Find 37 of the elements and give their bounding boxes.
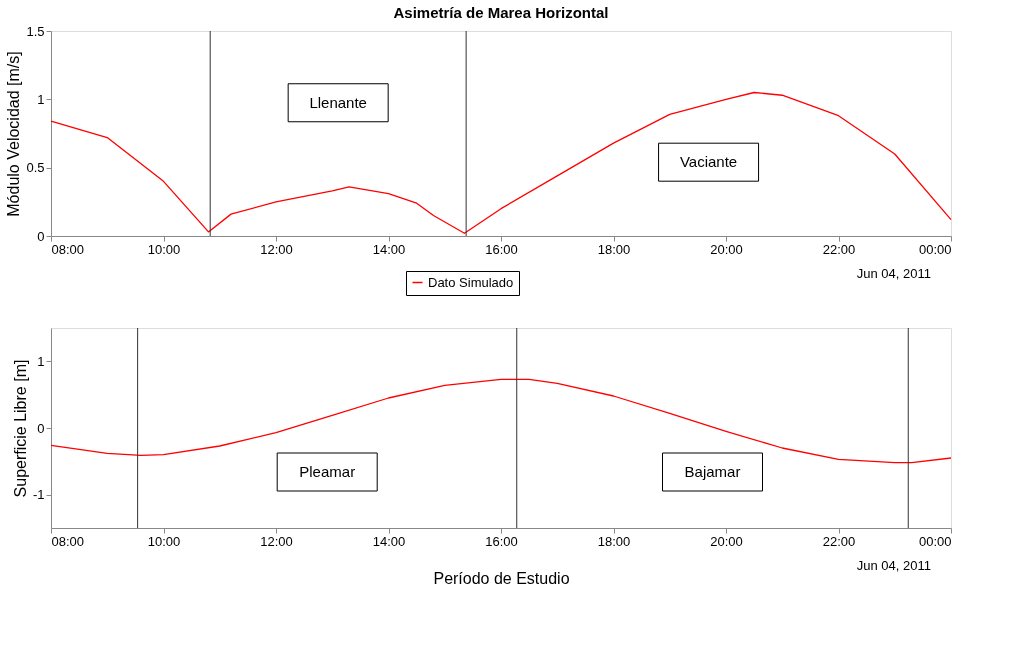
chart-title: Asimetría de Marea Horizontal [393, 4, 609, 21]
annotation: Vaciante [679, 153, 738, 171]
x-tick-label: 00:00 [918, 241, 952, 257]
annotation: Pleamar [299, 463, 356, 480]
annotation: Bajamar [684, 463, 741, 480]
x-tick-label: 00:00 [918, 533, 952, 549]
x-tick-label: 18:00 [597, 533, 631, 549]
y-tick-label: 1 [37, 353, 45, 369]
x-axis-title: Período de Estudio [433, 569, 570, 587]
x-tick-label: 10:00 [147, 533, 181, 549]
legend-label: Dato Simulado [428, 274, 514, 290]
x-tick-label: 16:00 [485, 533, 518, 549]
x-tick-label: 22:00 [822, 241, 856, 257]
y-tick-label: 0 [37, 420, 45, 436]
x-tick-label: 14:00 [372, 533, 406, 549]
y-tick-label: 0 [37, 228, 45, 244]
y-tick-label: 1.5 [26, 23, 45, 39]
x-tick-label: 14:00 [372, 241, 406, 257]
x-tick-label: 16:00 [485, 241, 518, 257]
x-tick-label: 12:00 [260, 533, 293, 549]
annotation: Llenante [309, 93, 367, 111]
text: Jun 04, 2011 [856, 558, 931, 573]
text: Jun 04, 2011 [856, 266, 931, 281]
y-axis-title: Módulo Velocidad [m/s] [5, 51, 23, 217]
y-axis-title: Superficie Libre [m] [11, 359, 29, 498]
y-tick-label: 0.5 [26, 160, 45, 176]
x-tick-label: 18:00 [597, 241, 631, 257]
y-tick-label: 1 [37, 91, 45, 107]
x-tick-label: 08:00 [51, 241, 85, 257]
x-tick-label: 08:00 [51, 533, 85, 549]
x-tick-label: 20:00 [710, 533, 743, 549]
x-tick-label: 12:00 [260, 241, 293, 257]
x-tick-label: 22:00 [822, 533, 856, 549]
x-tick-label: 10:00 [147, 241, 181, 257]
x-tick-label: 20:00 [710, 241, 743, 257]
line-series [50, 378, 952, 464]
y-tick-label: -1 [32, 487, 45, 503]
